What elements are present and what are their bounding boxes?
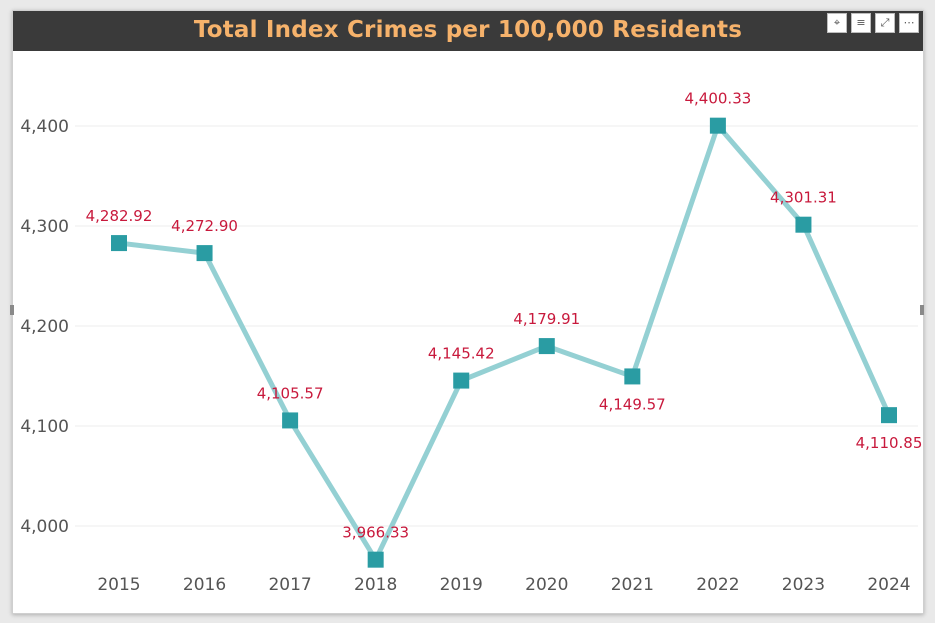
data-point-marker[interactable]: [196, 245, 213, 262]
data-label: 4,400.33: [684, 90, 751, 108]
data-labels: 4,282.92 4,272.90 4,105.57 3,966.33 4,145.42…: [86, 90, 923, 542]
x-axis: 2015 2016 2017 2018 2019 2020 2021 2022 2023 2024: [97, 575, 910, 595]
filter-icon: ≡: [856, 16, 866, 29]
data-label: 4,179.91: [513, 310, 580, 328]
y-tick-label: 4,400: [20, 117, 69, 137]
x-tick-label: 2017: [268, 575, 311, 595]
x-tick-label: 2015: [97, 575, 140, 595]
x-tick-label: 2024: [867, 575, 910, 595]
focus-mode-icon: ⤢: [880, 16, 890, 29]
y-tick-label: 4,300: [20, 217, 69, 237]
data-label: 3,966.33: [342, 524, 409, 542]
data-point-marker[interactable]: [538, 338, 555, 355]
gridlines: [75, 125, 918, 527]
x-tick-label: 2022: [696, 575, 739, 595]
data-point-marker[interactable]: [367, 551, 384, 568]
chart-title: Total Index Crimes per 100,000 Residents: [193, 17, 743, 43]
data-label: 4,145.42: [428, 345, 495, 363]
data-label: 4,301.31: [770, 189, 837, 207]
data-point-marker[interactable]: [111, 235, 127, 252]
right-resize-handle[interactable]: [920, 305, 924, 315]
data-label: 4,282.92: [86, 207, 153, 225]
data-label: 4,272.90: [171, 217, 238, 235]
pin-visual-button[interactable]: ⌖: [827, 13, 847, 33]
y-tick-label: 4,000: [20, 517, 69, 537]
x-tick-label: 2020: [525, 575, 568, 595]
more-options-button[interactable]: ⋯: [899, 13, 919, 33]
x-tick-label: 2019: [440, 575, 483, 595]
chart-visual-card: Total Index Crimes per 100,000 Residents…: [12, 10, 924, 614]
data-label: 4,110.85: [856, 434, 923, 452]
y-tick-label: 4,200: [20, 317, 69, 337]
data-point-marker[interactable]: [282, 412, 299, 429]
series-line: [116, 123, 892, 563]
title-bar: Total Index Crimes per 100,000 Residents: [13, 11, 923, 51]
more-options-icon: ⋯: [903, 16, 915, 29]
data-label: 4,149.57: [599, 395, 666, 413]
data-point-marker[interactable]: [624, 368, 641, 385]
data-markers: [111, 117, 897, 568]
x-tick-label: 2021: [611, 575, 654, 595]
left-resize-handle[interactable]: [10, 305, 14, 315]
data-point-marker[interactable]: [795, 216, 812, 233]
data-point-marker[interactable]: [881, 407, 897, 424]
x-tick-label: 2018: [354, 575, 397, 595]
pin-icon: ⌖: [833, 16, 841, 29]
y-tick-label: 4,100: [20, 417, 69, 437]
data-label: 4,105.57: [257, 384, 324, 402]
y-axis: 4,000 4,100 4,200 4,300 4,400: [20, 117, 69, 537]
x-tick-label: 2023: [782, 575, 825, 595]
data-point-marker[interactable]: [453, 372, 470, 389]
x-tick-label: 2016: [183, 575, 226, 595]
filter-button[interactable]: ≡: [851, 13, 871, 33]
focus-mode-button[interactable]: ⤢: [875, 13, 895, 33]
data-point-marker[interactable]: [709, 117, 726, 134]
